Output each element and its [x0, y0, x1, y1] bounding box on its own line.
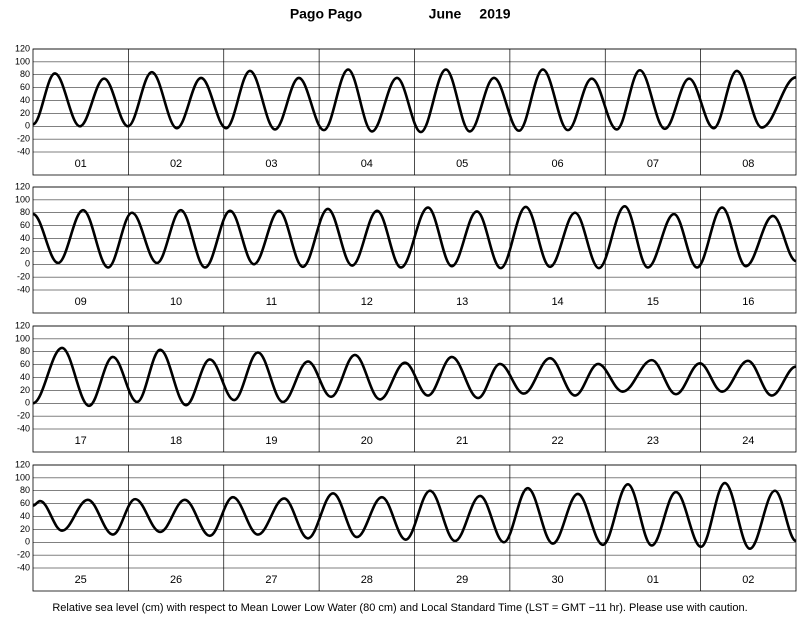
day-label: 04: [361, 158, 373, 170]
day-label: 10: [170, 296, 182, 308]
tide-line: [32, 68, 797, 134]
y-tick-label: -20: [17, 550, 30, 560]
y-tick-label: 100: [15, 472, 30, 482]
plot-frame: [32, 48, 797, 176]
y-tick-label: -40: [17, 146, 30, 156]
day-label: 30: [551, 574, 563, 586]
y-tick-label: 40: [20, 372, 30, 382]
y-tick-label: 80: [20, 69, 30, 79]
day-label: 21: [456, 435, 468, 447]
day-label: 26: [170, 574, 182, 586]
day-label: 18: [170, 435, 182, 447]
day-label: 03: [265, 158, 277, 170]
day-label: 02: [170, 158, 182, 170]
day-label: 06: [551, 158, 563, 170]
y-tick-label: 20: [20, 108, 30, 118]
y-tick-label: 20: [20, 246, 30, 256]
y-tick-label: 100: [15, 194, 30, 204]
y-tick-label: 120: [15, 181, 30, 191]
y-tick-label: 120: [15, 459, 30, 469]
y-tick-label: 80: [20, 485, 30, 495]
plot-frame: [32, 325, 797, 453]
day-label: 01: [75, 158, 87, 170]
day-label: 08: [742, 158, 754, 170]
y-tick-label: 80: [20, 346, 30, 356]
y-tick-label: 0: [25, 398, 30, 408]
y-tick-label: 40: [20, 233, 30, 243]
day-label: 11: [266, 296, 277, 308]
y-tick-label: -20: [17, 272, 30, 282]
tide-line: [32, 346, 797, 408]
y-tick-label: 20: [20, 524, 30, 534]
y-tick-label: 20: [20, 385, 30, 395]
day-label: 02: [742, 574, 754, 586]
day-label: 16: [742, 296, 754, 308]
station-title: Pago Pago: [290, 6, 362, 22]
day-label: 13: [456, 296, 468, 308]
day-label: 29: [456, 574, 468, 586]
y-tick-label: 40: [20, 95, 30, 105]
y-tick-label: -40: [17, 284, 30, 294]
plot-frame: [32, 464, 797, 592]
day-label: 25: [75, 574, 87, 586]
y-tick-label: -40: [17, 562, 30, 572]
y-tick-label: 0: [25, 121, 30, 131]
day-label: 09: [75, 296, 87, 308]
day-label: 17: [75, 435, 87, 447]
month-title: June: [429, 6, 462, 22]
y-tick-label: 100: [15, 333, 30, 343]
day-label: 20: [361, 435, 373, 447]
y-tick-label: 120: [15, 320, 30, 330]
y-tick-label: 60: [20, 82, 30, 92]
y-tick-label: -20: [17, 134, 30, 144]
day-label: 24: [742, 435, 754, 447]
y-tick-label: 60: [20, 220, 30, 230]
day-label: 01: [647, 574, 659, 586]
day-label: 14: [551, 296, 563, 308]
y-tick-label: 100: [15, 56, 30, 66]
plot-frame: [32, 186, 797, 314]
y-tick-label: 80: [20, 207, 30, 217]
day-label: 12: [361, 296, 373, 308]
y-tick-label: 0: [25, 259, 30, 269]
y-tick-label: 60: [20, 498, 30, 508]
year-title: 2019: [479, 6, 510, 22]
day-label: 19: [265, 435, 277, 447]
y-tick-label: 0: [25, 537, 30, 547]
footnote: Relative sea level (cm) with respect to …: [52, 602, 747, 614]
y-tick-label: 120: [15, 43, 30, 53]
day-label: 28: [361, 574, 373, 586]
tide-line: [32, 205, 797, 270]
day-label: 07: [647, 158, 659, 170]
y-tick-label: 40: [20, 511, 30, 521]
day-label: 15: [647, 296, 659, 308]
y-tick-label: -20: [17, 411, 30, 421]
tide-line: [32, 481, 797, 550]
day-label: 23: [647, 435, 659, 447]
y-tick-label: 60: [20, 359, 30, 369]
day-label: 22: [551, 435, 563, 447]
y-tick-label: -40: [17, 423, 30, 433]
day-label: 05: [456, 158, 468, 170]
day-label: 27: [265, 574, 277, 586]
